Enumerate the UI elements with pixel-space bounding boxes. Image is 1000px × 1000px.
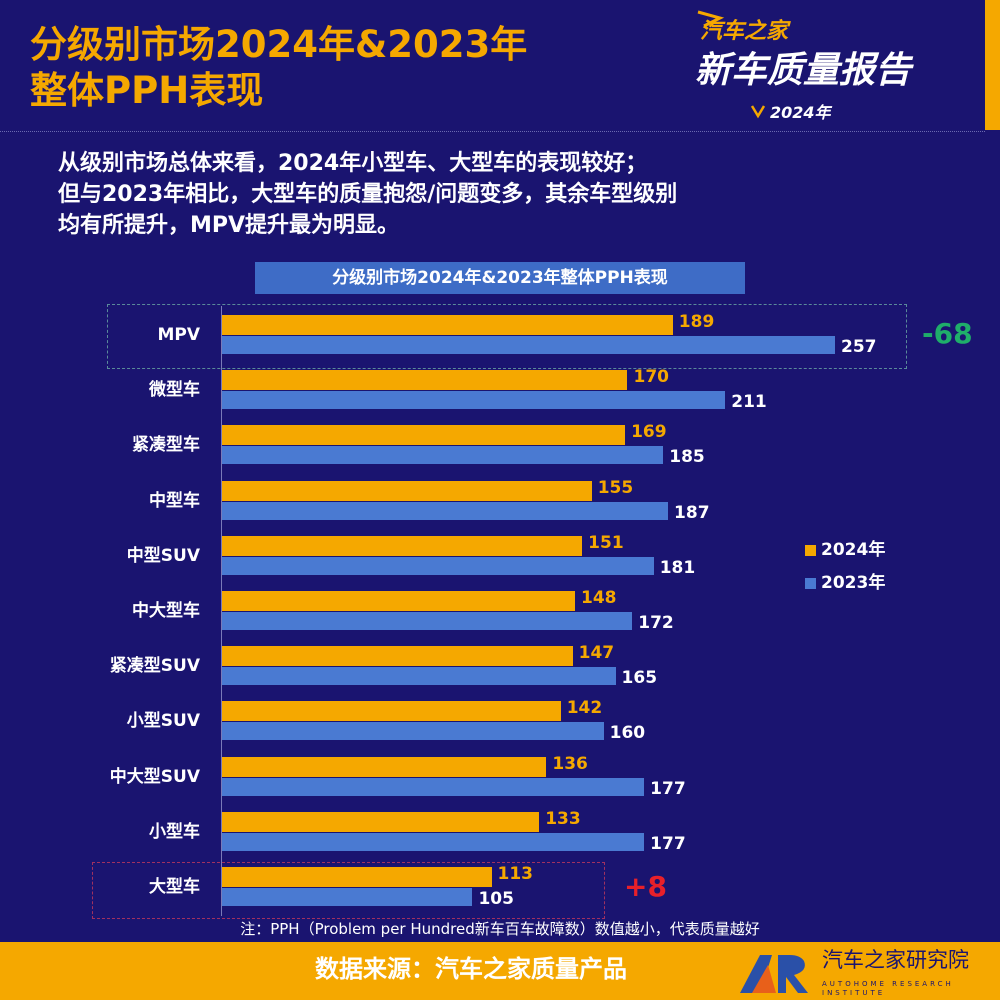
category-label: 中型SUV [126,545,200,566]
summary-line: 从级别市场总体来看，2024年小型车、大型车的表现较好； [58,151,648,176]
data-label: 113 [497,864,534,884]
annotation-mpv-diff: -68 [922,317,973,350]
category-label: 小型车 [149,821,200,842]
category-label: 紧凑型车 [132,435,200,456]
summary-text: 从级别市场总体来看，2024年小型车、大型车的表现较好； 但与2023年相比，大… [58,148,978,241]
summary-line: 均有所提升，MPV提升最为明显。 [58,213,400,238]
legend-swatch-2023 [805,577,816,589]
data-label: 133 [545,808,581,829]
data-label: 185 [669,447,705,468]
summary-line: 但与2023年相比，大型车的质量抱怨/问题变多，其余车型级别 [58,182,678,207]
data-label: 155 [597,477,634,498]
legend-item-2024: 2024年 [805,540,885,560]
report-logo: 汽车之家 新车质量报告 2024年 [690,6,970,126]
bar-2023年-中型SUV [222,556,654,575]
data-label: 181 [659,557,696,578]
data-label: 187 [674,502,710,523]
title-line-1: 分级别市场2024年&2023年 [30,23,528,66]
data-label: 151 [588,532,624,553]
bar-2024年-大型车 [222,867,492,887]
annotation-large-diff: +8 [624,870,667,903]
category-label: 紧凑型SUV [109,656,200,677]
bar-2024年-紧凑型车 [222,425,626,446]
institute-name: 汽车之家研究院 [822,948,969,972]
bar-2024年-小型车 [222,811,540,832]
bar-2023年-中型车 [222,501,669,520]
highlight-box-large [92,862,605,919]
institute-logo-icon [738,951,818,999]
legend-label-2024: 2024年 [821,540,886,560]
bar-2023年-小型车 [222,832,645,851]
data-label: 136 [552,753,588,774]
category-label: 大型车 [149,877,200,897]
bar-2023年-MPV [222,336,835,354]
logo-year: 2024年 [770,103,833,122]
bar-2023年-紧凑型车 [222,446,664,465]
footer-bar [0,942,1000,1000]
bar-2023年-中大型车 [222,612,633,630]
bar-2024年-紧凑型SUV [222,646,573,667]
logo-brand: 汽车之家 [700,18,791,44]
data-label: 165 [621,668,658,689]
data-label: 257 [841,337,877,357]
bar-2023年-小型SUV [222,722,604,741]
institute-name-en: AUTOHOME RESEARCH INSTITUTE [822,980,954,997]
title-line-2: 整体PPH表现 [30,69,264,112]
bar-2024年-中型车 [222,480,592,501]
data-source: 数据来源：汽车之家质量产品 [315,955,627,983]
data-label: 211 [731,392,767,413]
bar-2024年-MPV [222,315,673,335]
header-divider [0,131,985,132]
data-label: 177 [650,778,686,799]
logo-title: 新车质量报告 [695,50,914,91]
category-label: 微型车 [149,380,200,401]
data-label: 170 [633,367,669,388]
data-label: 160 [609,723,646,744]
bar-2023年-微型车 [222,391,726,410]
chart-note: 注：PPH（Problem per Hundred新车百车故障数）数值越小，代表… [240,920,760,938]
page-title: 分级别市场2024年&2023年 整体PPH表现 [30,22,527,114]
legend-item-2023: 2023年 [805,573,885,593]
bar-2024年-中大型SUV [222,756,547,777]
report-logo-graphic: 汽车之家 新车质量报告 2024年 [695,10,914,122]
highlight-box-mpv [107,304,907,369]
category-label: 中型车 [149,490,200,511]
data-label: 169 [631,422,667,443]
category-axis-line [221,306,222,916]
data-label: 142 [566,698,603,719]
bar-2023年-大型车 [222,888,473,906]
bar-2023年-紧凑型SUV [222,667,616,686]
legend-label-2023: 2023年 [821,573,886,593]
data-label: 147 [578,643,615,664]
bar-2023年-中大型SUV [222,777,645,796]
chart-title: 分级别市场2024年&2023年整体PPH表现 [255,262,745,294]
bar-2024年-小型SUV [222,701,561,722]
header-accent-strip [985,0,1000,130]
bar-2024年-微型车 [222,370,628,391]
category-label: MPV [157,325,200,345]
category-label: 小型SUV [126,711,200,732]
data-label: 189 [678,312,715,332]
data-label: 105 [478,889,514,909]
data-label: 148 [581,588,617,608]
bar-2024年-中型SUV [222,535,583,556]
data-label: 177 [650,833,686,854]
data-label: 172 [638,613,674,633]
bar-2024年-中大型车 [222,591,575,611]
category-label: 中大型车 [132,601,200,621]
category-label: 中大型SUV [109,766,200,787]
legend-swatch-2024 [805,544,816,556]
